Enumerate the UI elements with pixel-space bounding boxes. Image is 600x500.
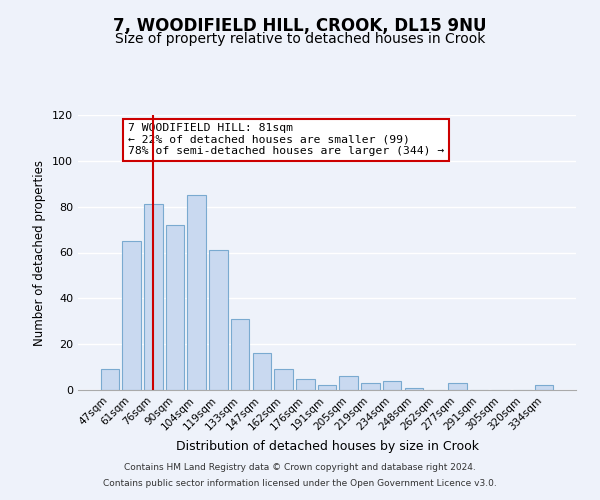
Text: Contains HM Land Registry data © Crown copyright and database right 2024.: Contains HM Land Registry data © Crown c… [124,464,476,472]
Bar [209,250,227,390]
Bar [187,195,206,390]
Text: 7 WOODIFIELD HILL: 81sqm
← 22% of detached houses are smaller (99)
78% of semi-d: 7 WOODIFIELD HILL: 81sqm ← 22% of detach… [128,123,444,156]
Bar [448,383,467,390]
Bar [274,370,293,390]
X-axis label: Distribution of detached houses by size in Crook: Distribution of detached houses by size … [176,440,479,453]
Text: Size of property relative to detached houses in Crook: Size of property relative to detached ho… [115,32,485,46]
Bar [318,386,336,390]
Bar [535,386,553,390]
Bar [253,354,271,390]
Bar [404,388,423,390]
Text: Contains public sector information licensed under the Open Government Licence v3: Contains public sector information licen… [103,478,497,488]
Bar [101,370,119,390]
Bar [122,241,141,390]
Bar [383,381,401,390]
Y-axis label: Number of detached properties: Number of detached properties [34,160,46,346]
Bar [340,376,358,390]
Bar [296,378,314,390]
Bar [231,319,250,390]
Bar [361,383,380,390]
Bar [144,204,163,390]
Bar [166,225,184,390]
Text: 7, WOODIFIELD HILL, CROOK, DL15 9NU: 7, WOODIFIELD HILL, CROOK, DL15 9NU [113,18,487,36]
